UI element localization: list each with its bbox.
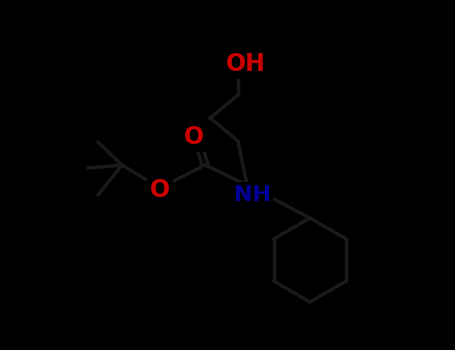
Text: NH: NH [233,185,271,205]
Text: OH: OH [226,52,266,76]
Text: O: O [150,178,170,202]
Text: O: O [184,125,204,149]
